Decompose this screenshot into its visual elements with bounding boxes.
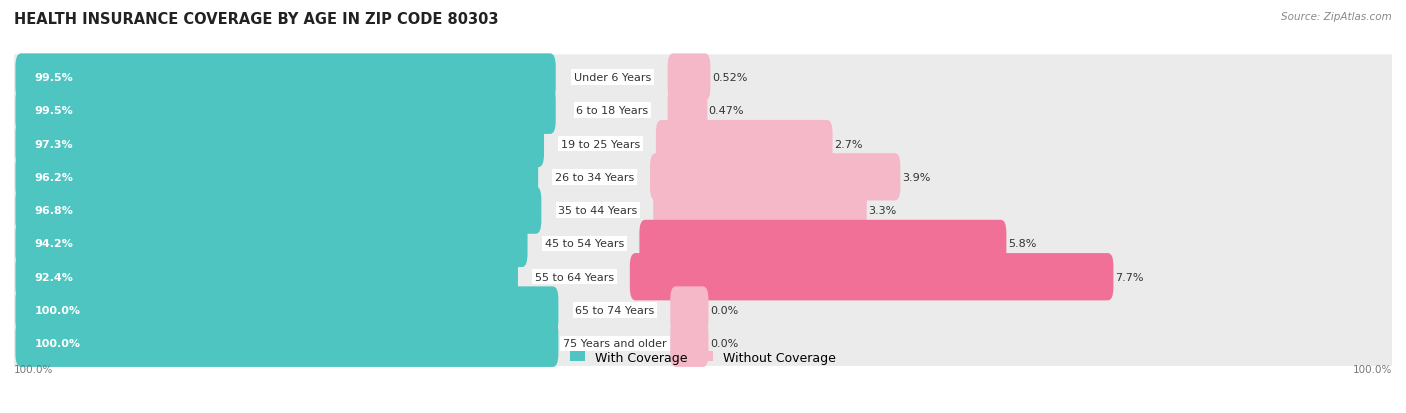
FancyBboxPatch shape [10, 88, 1396, 133]
Text: 6 to 18 Years: 6 to 18 Years [576, 106, 648, 116]
Text: HEALTH INSURANCE COVERAGE BY AGE IN ZIP CODE 80303: HEALTH INSURANCE COVERAGE BY AGE IN ZIP … [14, 12, 499, 27]
FancyBboxPatch shape [15, 88, 555, 135]
Legend: With Coverage, Without Coverage: With Coverage, Without Coverage [565, 346, 841, 369]
FancyBboxPatch shape [640, 220, 1007, 268]
FancyBboxPatch shape [671, 287, 709, 334]
FancyBboxPatch shape [655, 121, 832, 168]
FancyBboxPatch shape [671, 320, 709, 367]
Text: 65 to 74 Years: 65 to 74 Years [575, 305, 655, 315]
Text: 45 to 54 Years: 45 to 54 Years [544, 239, 624, 249]
FancyBboxPatch shape [10, 221, 1396, 266]
Text: 26 to 34 Years: 26 to 34 Years [555, 173, 634, 183]
FancyBboxPatch shape [10, 188, 1396, 233]
FancyBboxPatch shape [15, 254, 517, 301]
Text: 7.7%: 7.7% [1115, 272, 1143, 282]
FancyBboxPatch shape [10, 121, 1396, 167]
Text: 100.0%: 100.0% [35, 339, 80, 349]
FancyBboxPatch shape [10, 55, 1396, 100]
Text: 0.0%: 0.0% [710, 339, 738, 349]
Text: 5.8%: 5.8% [1008, 239, 1036, 249]
Text: 96.8%: 96.8% [35, 206, 73, 216]
Text: 0.52%: 0.52% [711, 73, 747, 83]
Text: 3.9%: 3.9% [901, 173, 931, 183]
FancyBboxPatch shape [630, 254, 1114, 301]
Text: 2.7%: 2.7% [834, 139, 862, 149]
Text: 75 Years and older: 75 Years and older [564, 339, 666, 349]
Text: 35 to 44 Years: 35 to 44 Years [558, 206, 637, 216]
Text: Under 6 Years: Under 6 Years [574, 73, 651, 83]
FancyBboxPatch shape [15, 54, 555, 101]
Text: 3.3%: 3.3% [868, 206, 897, 216]
Text: 19 to 25 Years: 19 to 25 Years [561, 139, 640, 149]
FancyBboxPatch shape [668, 88, 707, 135]
Text: 55 to 64 Years: 55 to 64 Years [536, 272, 614, 282]
FancyBboxPatch shape [10, 155, 1396, 200]
Text: 100.0%: 100.0% [1353, 364, 1392, 374]
Text: 99.5%: 99.5% [35, 106, 73, 116]
FancyBboxPatch shape [10, 254, 1396, 300]
FancyBboxPatch shape [15, 220, 527, 268]
FancyBboxPatch shape [650, 154, 900, 201]
FancyBboxPatch shape [15, 121, 544, 168]
FancyBboxPatch shape [654, 187, 866, 234]
Text: 0.0%: 0.0% [710, 305, 738, 315]
FancyBboxPatch shape [10, 288, 1396, 333]
Text: 99.5%: 99.5% [35, 73, 73, 83]
FancyBboxPatch shape [668, 54, 710, 101]
Text: 97.3%: 97.3% [35, 139, 73, 149]
FancyBboxPatch shape [15, 287, 558, 334]
FancyBboxPatch shape [10, 321, 1396, 366]
Text: 96.2%: 96.2% [35, 173, 73, 183]
Text: 0.47%: 0.47% [709, 106, 744, 116]
Text: 100.0%: 100.0% [14, 364, 53, 374]
Text: 100.0%: 100.0% [35, 305, 80, 315]
Text: 94.2%: 94.2% [35, 239, 73, 249]
FancyBboxPatch shape [15, 187, 541, 234]
Text: Source: ZipAtlas.com: Source: ZipAtlas.com [1281, 12, 1392, 22]
FancyBboxPatch shape [15, 154, 538, 201]
Text: 92.4%: 92.4% [35, 272, 73, 282]
FancyBboxPatch shape [15, 320, 558, 367]
